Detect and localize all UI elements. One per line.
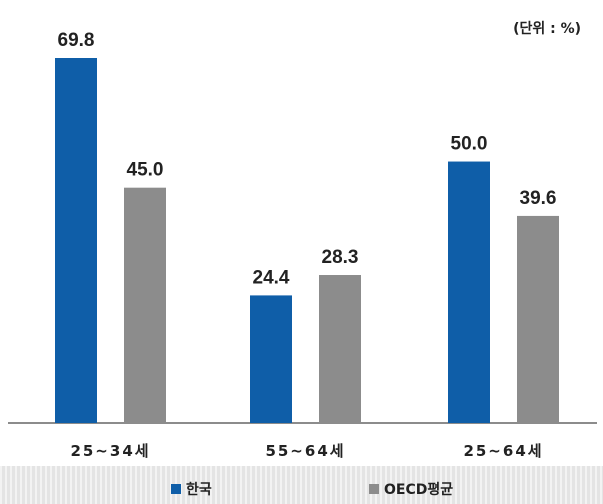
data-label-korea-1: 24.4 [253,267,290,288]
unit-note: (단위 : %) [513,21,581,37]
category-label-1: 55~64세 [265,442,345,460]
bar-oecd-0 [124,187,166,423]
bar-korea-2 [448,161,490,423]
data-label-korea-2: 50.0 [451,134,488,155]
legend-label-oecd: OECD평균 [384,482,454,498]
data-label-korea-0: 69.8 [58,30,95,51]
legend-label-korea: 한국 [186,482,212,498]
data-label-oecd-2: 39.6 [520,188,557,209]
legend-item-korea: 한국 [171,479,212,499]
legend-swatch-korea [171,484,181,494]
data-label-oecd-1: 28.3 [322,247,359,268]
category-label-0: 25~34세 [70,442,150,460]
category-label-2: 25~64세 [463,442,543,460]
legend-strip [0,466,603,504]
bar-oecd-2 [517,215,559,423]
bar-korea-0 [55,58,97,423]
bar-korea-1 [250,295,292,423]
bar-chart: 69.8 45.0 25~34세 24.4 28.3 55~64세 50.0 39.6 25~6… [8,30,597,460]
legend-swatch-oecd [369,484,379,494]
data-label-oecd-0: 45.0 [127,160,164,181]
legend-item-oecd: OECD평균 [369,479,453,499]
bar-oecd-1 [319,275,361,423]
